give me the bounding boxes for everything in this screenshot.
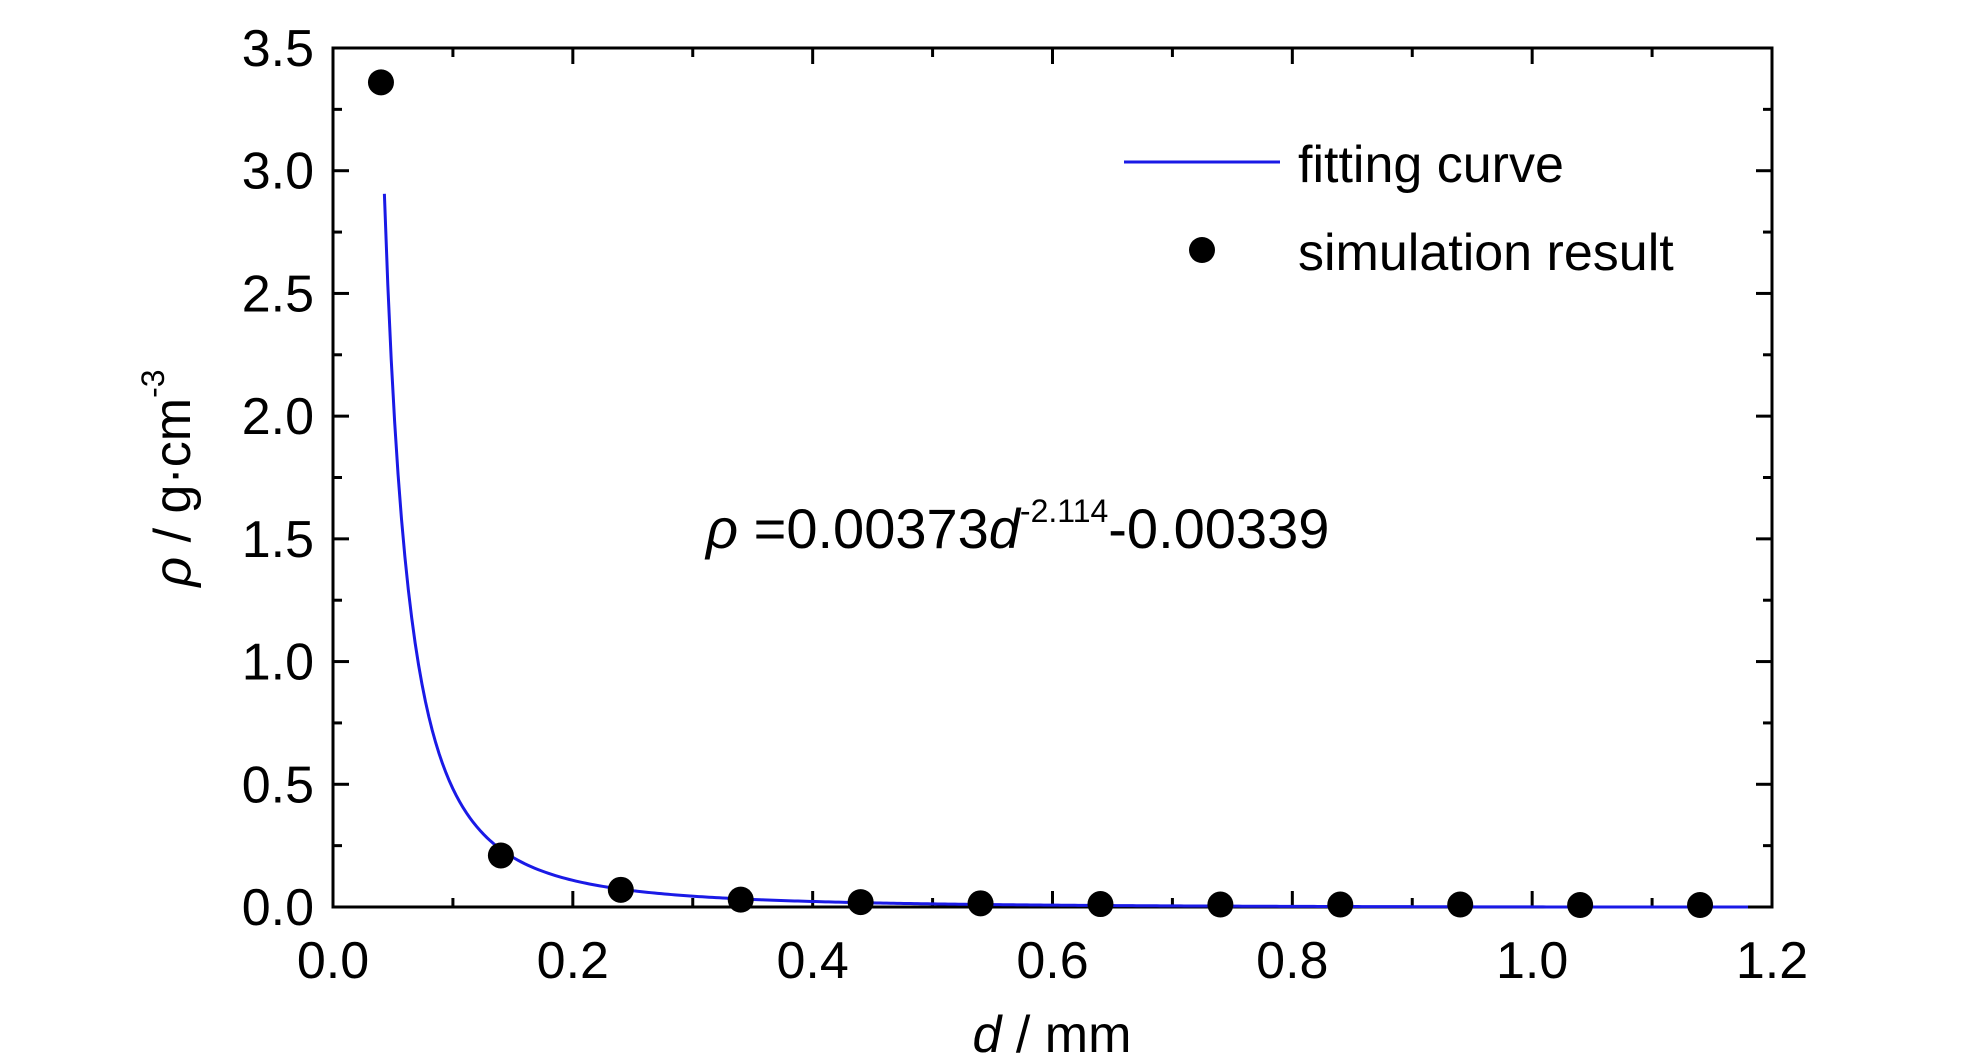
y-axis-unit-sup: -3 <box>135 369 171 397</box>
fitting-curve-line <box>382 193 1749 909</box>
y-axis-var: ρ <box>144 557 202 589</box>
x-axis-var: d <box>973 1006 1004 1062</box>
x-tick-label: 0.8 <box>1256 932 1328 990</box>
y-tick-label: 3.0 <box>242 143 314 201</box>
x-tick-label: 0.4 <box>777 932 849 990</box>
fit-equation: ρ =0.00373d-2.114-0.00339 <box>704 493 1329 560</box>
legend-point-swatch <box>1189 237 1215 263</box>
data-point <box>1207 891 1234 918</box>
y-tick-label: 1.5 <box>242 511 314 569</box>
data-point <box>1087 891 1114 918</box>
y-tick-labels: 0.0 0.5 1.0 1.5 2.0 2.5 3.0 3.5 <box>242 20 314 937</box>
data-point <box>1687 892 1714 919</box>
y-axis-title: ρ / g·cm-3 <box>135 369 202 588</box>
simulation-points <box>367 69 1714 919</box>
data-point <box>727 886 754 913</box>
y-tick-label: 2.5 <box>242 265 314 323</box>
x-tick-label: 1.2 <box>1736 932 1808 990</box>
y-tick-label: 0.5 <box>242 756 314 814</box>
data-point <box>1447 891 1474 918</box>
y-tick-label: 0.0 <box>242 879 314 937</box>
legend-points-label: simulation result <box>1298 224 1674 282</box>
data-point <box>847 889 874 916</box>
y-tick-label: 3.5 <box>242 20 314 78</box>
data-point <box>967 890 994 917</box>
eq-rho: ρ <box>704 497 738 560</box>
eq-var: d <box>989 497 1022 560</box>
eq-exponent: -2.114 <box>1020 493 1108 529</box>
x-tick-labels: 0.0 0.2 0.4 0.6 0.8 1.0 1.2 <box>297 932 1808 990</box>
data-point <box>607 876 634 903</box>
data-point <box>1567 892 1594 919</box>
eq-prefix: =0.00373 <box>738 497 989 560</box>
data-point <box>367 69 394 96</box>
y-tick-label: 2.0 <box>242 388 314 446</box>
legend-line-label: fitting curve <box>1298 136 1564 194</box>
data-point <box>487 842 514 869</box>
x-axis-title: d / mm <box>973 1006 1132 1062</box>
y-axis-unit: / g·cm <box>144 398 202 557</box>
x-tick-label: 1.0 <box>1496 932 1568 990</box>
x-tick-label: 0.0 <box>297 932 369 990</box>
eq-suffix: -0.00339 <box>1108 497 1329 560</box>
legend: fitting curve simulation result <box>1124 136 1674 282</box>
data-point <box>1327 891 1354 918</box>
x-tick-label: 0.2 <box>537 932 609 990</box>
y-tick-label: 1.0 <box>242 634 314 692</box>
x-axis-unit: / mm <box>1001 1006 1131 1062</box>
x-tick-label: 0.6 <box>1016 932 1088 990</box>
